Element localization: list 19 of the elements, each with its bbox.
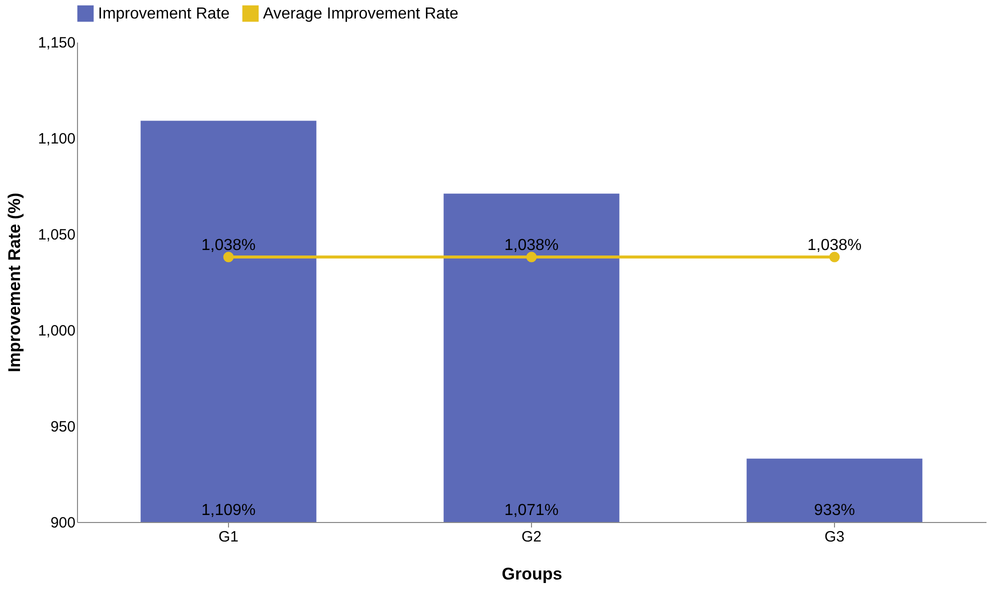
data-label: 1,071% <box>504 502 559 519</box>
x-tick-label: G3 <box>824 528 845 546</box>
x-tick-label: G1 <box>218 528 239 546</box>
x-axis-title: Groups <box>502 564 562 584</box>
y-tick-label: 1,050 <box>38 226 76 244</box>
y-tick-label: 900 <box>50 514 76 532</box>
y-tick-label: 1,100 <box>38 130 76 148</box>
x-tick-label: G2 <box>521 528 542 546</box>
y-tick-label: 1,150 <box>38 34 76 52</box>
y-tick-label: 950 <box>50 418 76 436</box>
legend-label: Improvement Rate <box>98 6 230 23</box>
data-label: 1,038% <box>201 237 256 254</box>
y-tick-label: 1,000 <box>38 322 76 340</box>
y-axis-title: Improvement Rate (%) <box>4 192 24 372</box>
legend-label: Average Improvement Rate <box>263 6 458 23</box>
data-label: 933% <box>814 502 855 519</box>
data-label: 1,038% <box>504 237 559 254</box>
data-label: 1,109% <box>201 502 256 519</box>
data-label: 1,038% <box>807 237 862 254</box>
